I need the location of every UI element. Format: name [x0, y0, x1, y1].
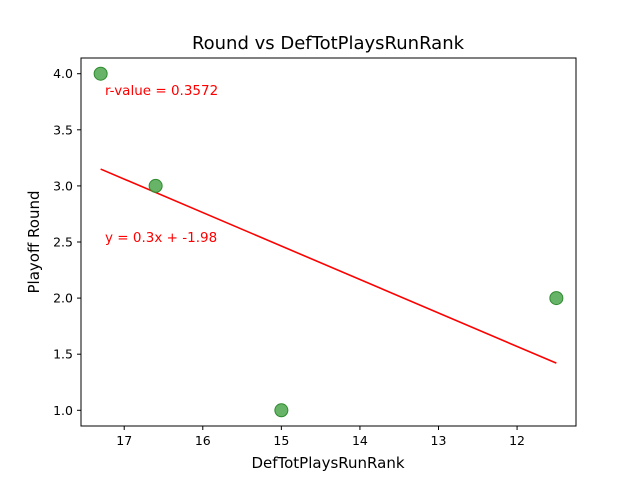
x-tick-label: 13 [431, 433, 447, 448]
regression-equation-annotation: y = 0.3x + -1.98 [105, 230, 217, 246]
y-tick-label: 3.0 [53, 178, 73, 193]
x-tick-label: 12 [509, 433, 525, 448]
r-value-annotation: r-value = 0.3572 [105, 83, 218, 99]
x-tick-label: 16 [195, 433, 211, 448]
y-tick-label: 1.5 [53, 347, 73, 362]
y-tick-label: 4.0 [53, 66, 73, 81]
x-axis-label: DefTotPlaysRunRank [251, 454, 404, 472]
y-tick-label: 2.5 [53, 235, 73, 250]
x-tick-label: 15 [273, 433, 289, 448]
data-point-2 [149, 179, 162, 192]
data-point-1 [94, 67, 107, 80]
y-tick-label: 1.0 [53, 403, 73, 418]
x-tick-label: 17 [116, 433, 132, 448]
y-tick-label: 3.5 [53, 122, 73, 137]
data-point-3 [275, 404, 288, 417]
chart-title: Round vs DefTotPlaysRunRank [192, 33, 465, 54]
data-point-4 [550, 292, 563, 305]
x-tick-label: 14 [352, 433, 368, 448]
y-axis-label: Playoff Round [25, 190, 43, 293]
y-tick-label: 2.0 [53, 291, 73, 306]
